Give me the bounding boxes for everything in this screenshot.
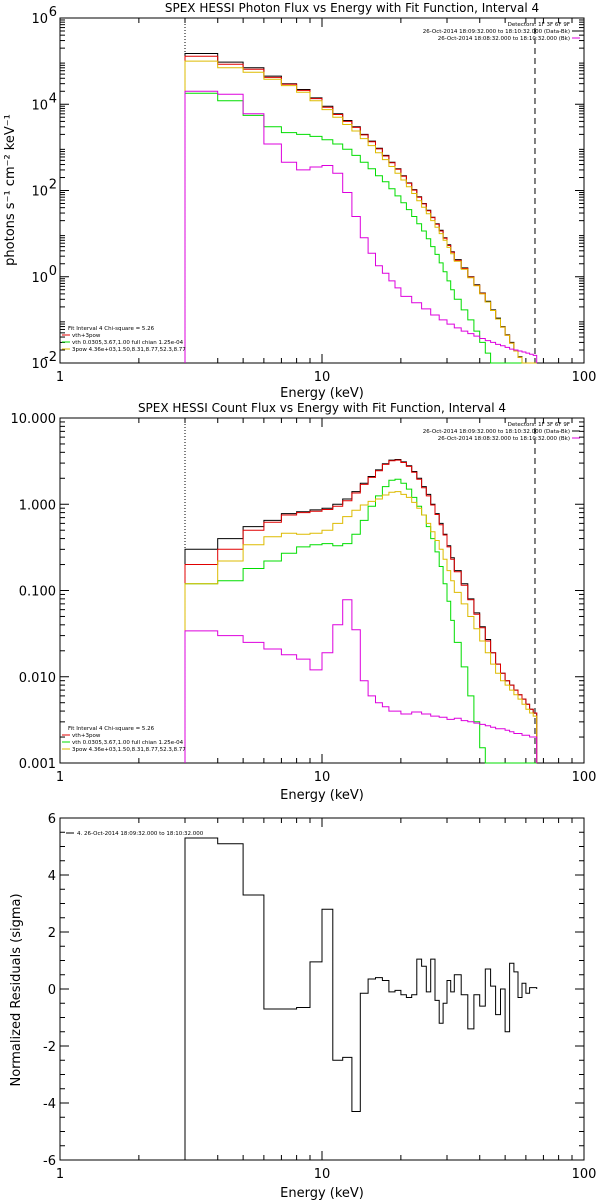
residuals-xlabel: Energy (keV) [280,1186,364,1200]
photon-flux-xlabel: Energy (keV) [280,386,364,401]
photon-flux-title: SPEX HESSI Photon Flux vs Energy with Fi… [165,1,539,15]
series-green-step-line [184,92,537,364]
residuals-axis-ticks: 1 10 100 -6 -4 -2 0 2 4 6 [43,812,596,1182]
y-tick-exponent: 4 [49,91,57,106]
y-tick-label: 10 [31,271,48,286]
count-flux-range-markers [184,418,536,763]
series-black-step-line [184,837,538,1160]
photon-flux-ylabel: photons s⁻¹ cm⁻² keV⁻¹ [3,114,18,266]
count-flux-series [184,459,538,764]
count-flux-legend-bottom: Fit Interval 4 Chi-square = 5.26vth+3pow… [62,726,186,753]
series-green-step-line [184,478,537,764]
x-tick-label: 10 [314,370,331,385]
y-tick-label: 4 [48,869,56,884]
x-tick-label: 100 [572,770,597,785]
y-tick-label: 10.000 [11,412,57,427]
y-tick-label: 0.100 [19,585,56,600]
legend-top-entry: 26-Oct-2014 18:09:32.000 to 18:10:32.000… [423,29,570,35]
x-tick-label: 100 [572,370,597,385]
y-tick-exponent: -2 [44,350,57,365]
count-flux-plot-frame [59,417,585,764]
y-tick-label: 10 [31,357,48,372]
series-yellow-step-line [184,491,538,763]
x-tick-label: 1 [56,770,64,785]
legend-bottom-entry: vth+3pow [72,733,101,739]
count-flux-xlabel: Energy (keV) [280,788,364,803]
y-tick-label: -2 [43,1040,56,1055]
photon-flux-legend-bottom: Fit Interval 4 Chi-square = 5.26vth+3pow… [62,326,186,353]
legend-bottom-entry: Fit Interval 4 Chi-square = 5.26 [68,726,155,732]
y-tick-exponent: 2 [49,178,57,193]
photon-flux-range-markers [184,18,536,363]
y-tick-label: 0 [48,983,56,998]
y-tick-label: 0.010 [19,671,56,686]
legend-top-entry: 26-Oct-2014 18:08:32.000 to 18:10:32.000… [438,36,570,42]
series-red-step-line [184,459,538,763]
residuals-panel: 1 10 100 -6 -4 -2 0 2 4 6 4. 26-Oct-2014 18:09:32… [9,812,596,1200]
legend-top-entry: 26-Oct-2014 18:08:32.000 to 18:10:32.000… [438,436,570,442]
legend-bottom-entry: 3pow 4.36e+03,1.50,8.31,8.77,52.3,8.77 [72,747,186,753]
legend-top-entry: Detectors: 1F 3F 6F 9F [508,22,570,28]
y-tick-label: 2 [48,926,56,941]
legend-bottom-entry: 3pow 4.36e+03,1.50,8.31,8.77,52.3,8.77 [72,347,186,353]
residuals-legend: 4. 26-Oct-2014 18:09:32.000 to 18:10:32.… [66,831,204,837]
photon-flux-series [184,53,538,364]
x-tick-label: 1 [56,1167,64,1182]
y-tick-label: 10 [31,185,48,200]
photon-flux-panel: SPEX HESSI Photon Flux vs Energy with Fi… [3,1,596,401]
residuals-series [184,837,538,1160]
legend-top-entry: 26-Oct-2014 18:09:32.000 to 18:10:32.000… [423,429,570,435]
legend-bottom-entry: vth 0.0305,3.67,1.00 full chian 1.25e-04 [72,340,184,346]
series-yellow-step-line [184,60,537,364]
series-black-step-line [184,53,537,364]
count-flux-title: SPEX HESSI Count Flux vs Energy with Fit… [138,401,506,415]
series-red-step-line [184,55,537,364]
y-tick-exponent: 6 [49,5,57,20]
legend-bottom-entry: vth+3pow [72,333,101,339]
x-tick-label: 100 [572,1167,597,1182]
y-tick-label: 1.000 [19,498,56,513]
legend-bottom-entry: vth 0.0305,3.67,1.00 full chian 1.25e-04 [72,740,184,746]
residuals-ylabel: Normalized Residuals (sigma) [9,893,24,1086]
series-magenta-step-line [184,599,538,763]
legend-bottom-entry: Fit Interval 4 Chi-square = 5.26 [68,326,155,332]
count-flux-panel: SPEX HESSI Count Flux vs Energy with Fit… [11,401,597,803]
y-tick-label: 0.001 [19,757,56,772]
legend-entry: 4. 26-Oct-2014 18:09:32.000 to 18:10:32.… [77,831,204,837]
y-tick-label: -6 [43,1154,56,1169]
photon-flux-plot-frame [59,17,585,364]
series-magenta-step-line [184,90,538,363]
y-tick-exponent: 0 [49,264,57,279]
x-tick-label: 10 [314,1167,331,1182]
count-flux-axis-ticks: 1 10 100 0.001 0.010 0.100 1.000 10.000 [11,412,597,785]
y-tick-label: 10 [31,98,48,113]
legend-top-entry: Detectors: 1F 3F 6F 9F [508,422,570,428]
y-tick-label: 6 [48,812,56,827]
x-tick-label: 10 [314,770,331,785]
x-tick-label: 1 [56,370,64,385]
y-tick-label: 10 [31,12,48,27]
y-tick-label: -4 [43,1097,56,1112]
